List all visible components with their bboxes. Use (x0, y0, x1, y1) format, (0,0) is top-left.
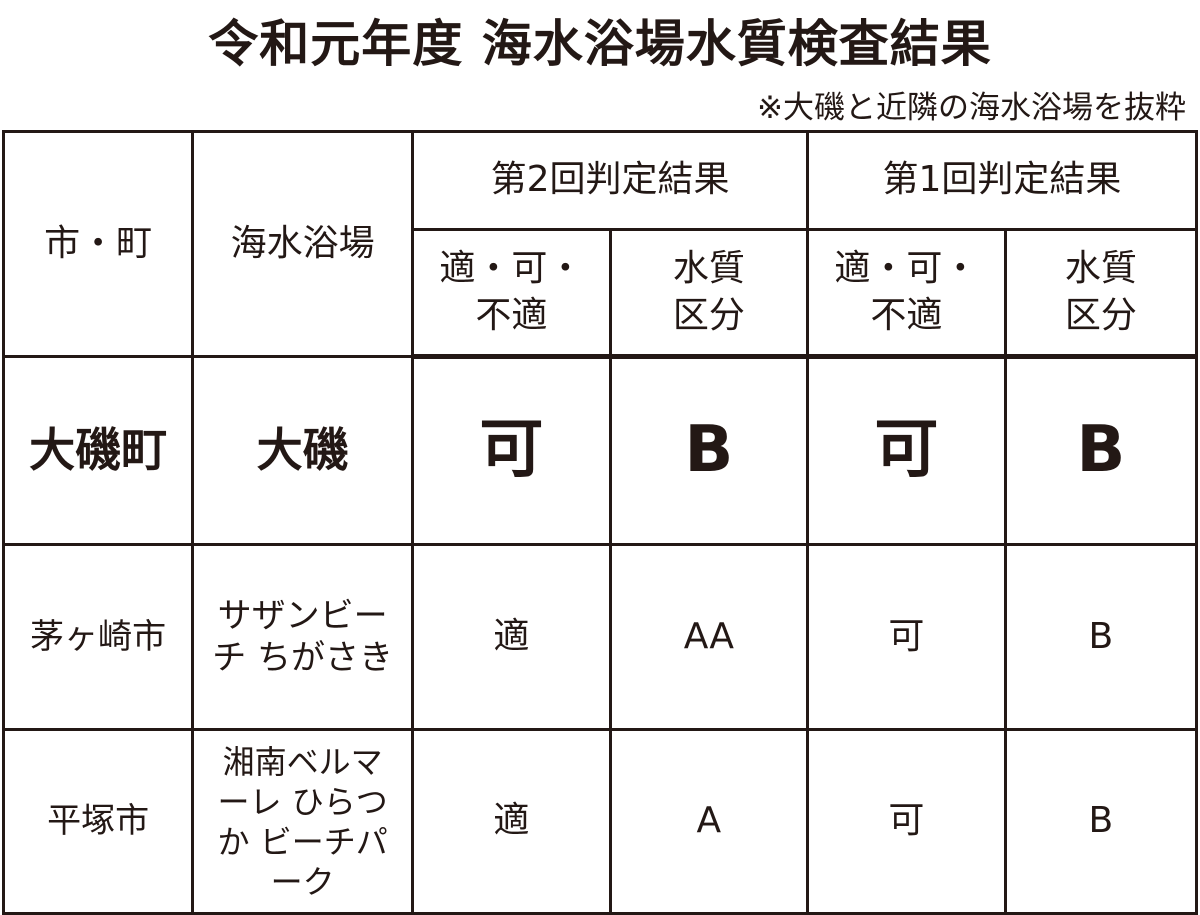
table-row: 大磯町 大磯 可 B 可 B (1, 355, 1199, 546)
header-beach: 海水浴場 (191, 130, 415, 358)
note: ※大磯と近隣の海水浴場を抜粋 (757, 90, 1186, 126)
cell-beach: 湘南ベルマーレ ひらつか ビーチパーク (191, 728, 415, 915)
cell-r1-class: B (1003, 355, 1199, 546)
results-table: 市・町 海水浴場 第2回判定結果 第1回判定結果 適・可・不適 水質区分 適・可… (1, 130, 1199, 915)
cell-r1-judge: 可 (805, 543, 1007, 731)
cell-r2-judge: 可 (411, 355, 612, 546)
cell-r2-class: A (608, 728, 809, 915)
header-text: 適・可・不適 (834, 247, 979, 336)
header-r1-suitability: 適・可・不適 (805, 228, 1007, 359)
cell-city: 大磯町 (1, 355, 195, 546)
header-text: 適・可・不適 (439, 247, 584, 336)
table-row: 平塚市 湘南ベルマーレ ひらつか ビーチパーク 適 A 可 B (1, 728, 1199, 915)
cell-r1-class: B (1003, 728, 1199, 915)
beach-text: 湘南ベルマーレ ひらつか ビーチパーク (217, 742, 388, 901)
beach-text: サザンビーチ ちがさき (212, 595, 394, 679)
header-text: 水質区分 (1064, 247, 1137, 336)
header-round2: 第2回判定結果 (411, 130, 809, 231)
cell-r2-class: B (608, 355, 809, 546)
cell-r2-judge: 適 (411, 728, 612, 915)
cell-beach: サザンビーチ ちがさき (191, 543, 415, 731)
header-r1-quality: 水質区分 (1003, 228, 1199, 359)
table-row: 茅ヶ崎市 サザンビーチ ちがさき 適 AA 可 B (1, 543, 1199, 731)
cell-city: 茅ヶ崎市 (1, 543, 195, 731)
cell-city: 平塚市 (1, 728, 195, 915)
header-r2-quality: 水質区分 (608, 228, 809, 359)
page-title: 令和元年度 海水浴場水質検査結果 (208, 15, 992, 73)
header-text: 水質区分 (672, 247, 745, 336)
cell-r2-judge: 適 (411, 543, 612, 731)
header-round1: 第1回判定結果 (805, 130, 1199, 231)
cell-r2-class: AA (608, 543, 809, 731)
cell-beach: 大磯 (191, 355, 415, 546)
cell-r1-judge: 可 (805, 355, 1007, 546)
cell-r1-class: B (1003, 543, 1199, 731)
header-r2-suitability: 適・可・不適 (411, 228, 612, 359)
cell-r1-judge: 可 (805, 728, 1007, 915)
header-city: 市・町 (1, 130, 195, 358)
